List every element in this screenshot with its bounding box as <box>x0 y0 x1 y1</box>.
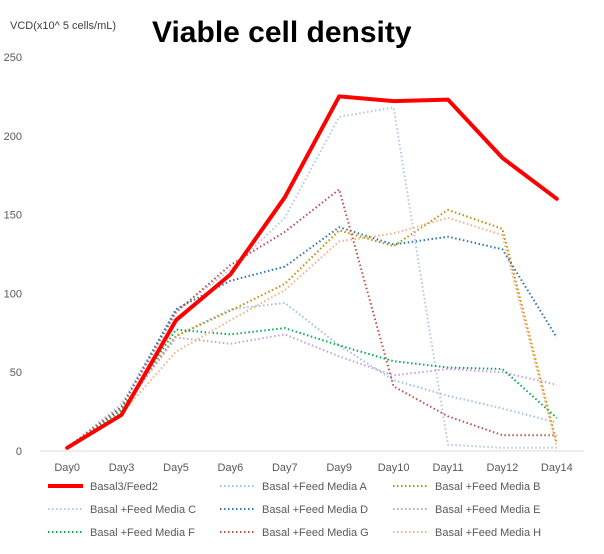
chart-title: Viable cell density <box>152 16 412 49</box>
legend-label-1: Basal +Feed Media A <box>262 481 368 493</box>
x-tick-label: Day6 <box>218 462 244 474</box>
x-tick-label: Day9 <box>326 462 352 474</box>
series-line-7 <box>66 188 557 449</box>
series-line-6 <box>66 327 558 449</box>
legend-label-4: Basal +Feed Media D <box>262 504 368 516</box>
y-tick-label: 100 <box>4 288 22 300</box>
legend-label-2: Basal +Feed Media B <box>435 481 540 493</box>
legend: Basal3/Feed2 Basal +Feed Media A Basal +Fe… <box>48 481 541 539</box>
y-tick-label: 150 <box>4 210 22 222</box>
x-tick-label: Day3 <box>109 462 135 474</box>
series-line-0 <box>65 94 559 450</box>
y-tick-label: 50 <box>10 367 22 379</box>
series-line-4 <box>66 226 558 449</box>
x-tick-label: Day5 <box>163 462 189 474</box>
x-tick-label: Day11 <box>433 462 464 474</box>
y-axis-label: VCD(x10^ 5 cells/mL) <box>10 20 116 32</box>
series-line-8 <box>66 216 558 449</box>
x-axis-ticks: Day0 Day3 Day5 Day6 Day7 Day9 Day10 Day11 Day12 D… <box>54 462 572 474</box>
x-tick-label: Day14 <box>541 462 573 474</box>
legend-label-5: Basal +Feed Media E <box>435 504 540 516</box>
series-line-5 <box>66 333 558 449</box>
x-tick-label: Day10 <box>378 462 410 474</box>
legend-label-8: Basal +Feed Media H <box>435 527 541 539</box>
y-tick-label: 200 <box>4 131 22 143</box>
series-line-3 <box>66 106 557 449</box>
series-line-1 <box>66 301 558 449</box>
legend-label-6: Basal +Feed Media F <box>90 527 195 539</box>
y-axis-ticks: 0 50 100 150 200 250 <box>4 52 22 458</box>
legend-label-0: Basal3/Feed2 <box>90 481 158 493</box>
x-tick-label: Day12 <box>487 462 519 474</box>
y-tick-label: 250 <box>4 52 22 64</box>
series-layer <box>65 94 559 450</box>
y-tick-label: 0 <box>16 446 22 458</box>
legend-label-3: Basal +Feed Media C <box>90 504 196 516</box>
x-tick-label: Day0 <box>54 462 80 474</box>
legend-label-7: Basal +Feed Media G <box>262 527 369 539</box>
x-tick-label: Day7 <box>272 462 298 474</box>
